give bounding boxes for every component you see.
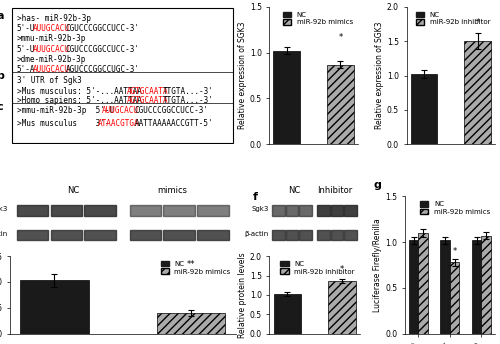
Y-axis label: Relative expression of SGK3: Relative expression of SGK3: [375, 22, 384, 129]
Text: 5'-U: 5'-U: [17, 45, 36, 54]
Bar: [274, 51, 300, 144]
Bar: [197, 230, 229, 240]
Y-axis label: Relative protein levels: Relative protein levels: [238, 252, 247, 338]
Text: >Homo sapiens: 5'-...AATTAA: >Homo sapiens: 5'-...AATTAA: [17, 96, 142, 105]
Bar: [50, 205, 82, 216]
Legend: NC, miR-92b mimics: NC, miR-92b mimics: [282, 10, 354, 26]
Legend: NC, miR-92b inhibitor: NC, miR-92b inhibitor: [279, 260, 356, 276]
Text: AUUGCACU: AUUGCACU: [33, 24, 70, 33]
Bar: [286, 230, 298, 240]
Bar: [410, 74, 438, 144]
Text: CGUCCCGGCCUCC-3': CGUCCCGGCCUCC-3': [134, 106, 208, 116]
Bar: [274, 294, 301, 334]
Y-axis label: Relative expression of SGK3: Relative expression of SGK3: [238, 22, 247, 129]
Text: *: *: [452, 247, 456, 256]
Text: AGUCCCGGCCUGC-3': AGUCCCGGCCUGC-3': [66, 65, 140, 74]
Text: >Mus musculus    3'-: >Mus musculus 3'-: [17, 119, 110, 128]
Bar: [331, 230, 344, 240]
Bar: [450, 262, 460, 334]
Text: AUUGCACU: AUUGCACU: [102, 106, 139, 116]
Bar: [130, 230, 161, 240]
Legend: NC, miR-92b mimics: NC, miR-92b mimics: [159, 260, 232, 276]
Text: *: *: [476, 19, 480, 28]
Text: Sgk3: Sgk3: [251, 206, 268, 213]
Bar: [472, 240, 482, 334]
Bar: [440, 240, 450, 334]
Bar: [344, 205, 357, 216]
Bar: [272, 230, 285, 240]
Bar: [317, 230, 330, 240]
Text: *: *: [340, 265, 344, 273]
Text: β-actin: β-actin: [0, 231, 8, 237]
Text: 5'-U: 5'-U: [17, 24, 36, 33]
Text: TTGTA...-3': TTGTA...-3': [163, 87, 214, 96]
Bar: [299, 205, 312, 216]
Bar: [409, 240, 418, 334]
Bar: [164, 230, 195, 240]
Text: 3' UTR of Sgk3: 3' UTR of Sgk3: [17, 76, 82, 85]
Text: ATAACGTGA: ATAACGTGA: [98, 119, 140, 128]
Text: **: **: [187, 260, 196, 269]
Bar: [331, 205, 344, 216]
Text: 5'-A: 5'-A: [17, 65, 36, 74]
Legend: NC, miR-92b inhibitor: NC, miR-92b inhibitor: [414, 10, 492, 26]
Text: >has- miR-92b-3p: >has- miR-92b-3p: [17, 14, 91, 23]
Bar: [344, 230, 357, 240]
Text: >mmu-miR-92b-3p: >mmu-miR-92b-3p: [17, 34, 86, 43]
Text: β-actin: β-actin: [244, 231, 268, 237]
Text: Sgk3: Sgk3: [0, 206, 8, 213]
Bar: [327, 65, 354, 144]
Text: b: b: [0, 72, 4, 82]
Text: >Mus musculus: 5'-...AATTAA: >Mus musculus: 5'-...AATTAA: [17, 87, 142, 96]
Text: mimics: mimics: [158, 186, 188, 195]
Text: >dme-miR-92b-3p: >dme-miR-92b-3p: [17, 55, 86, 64]
Bar: [84, 205, 116, 216]
Bar: [130, 205, 161, 216]
Bar: [317, 205, 330, 216]
Text: AGTGCAATA: AGTGCAATA: [126, 96, 168, 105]
Bar: [20, 280, 88, 334]
Bar: [84, 230, 116, 240]
Text: TTGTA...-3': TTGTA...-3': [163, 96, 214, 105]
Text: Inhibitor: Inhibitor: [317, 186, 352, 195]
Bar: [197, 205, 229, 216]
Text: AUUGCACU: AUUGCACU: [33, 65, 70, 74]
Bar: [328, 281, 355, 334]
Text: a: a: [0, 11, 4, 21]
Bar: [299, 230, 312, 240]
Bar: [482, 236, 491, 334]
Bar: [17, 230, 48, 240]
Text: c: c: [0, 102, 3, 112]
Bar: [286, 205, 298, 216]
Bar: [50, 230, 82, 240]
Text: NC: NC: [67, 186, 80, 195]
Text: f: f: [253, 193, 258, 203]
Text: g: g: [373, 180, 381, 190]
Text: AGTGCAATA: AGTGCAATA: [126, 87, 168, 96]
Bar: [272, 205, 285, 216]
Bar: [418, 233, 428, 334]
Text: *: *: [338, 33, 342, 42]
Bar: [17, 205, 48, 216]
Text: AATTAAAAACCGTT-5': AATTAAAAACCGTT-5': [134, 119, 213, 128]
Bar: [464, 41, 491, 144]
Y-axis label: Luciferase Firefly/Renilla: Luciferase Firefly/Renilla: [373, 218, 382, 312]
Text: CGUCCCGGCCUCC-3': CGUCCCGGCCUCC-3': [66, 24, 140, 33]
Text: NC: NC: [288, 186, 301, 195]
Text: CGUCCCGGCCUCC-3': CGUCCCGGCCUCC-3': [66, 45, 140, 54]
Text: AUUGCACU: AUUGCACU: [33, 45, 70, 54]
Legend: NC, miR-92b mimics: NC, miR-92b mimics: [418, 200, 492, 216]
Text: >mmu-miR-92b-3p  5'-U: >mmu-miR-92b-3p 5'-U: [17, 106, 114, 116]
Bar: [157, 313, 226, 334]
Bar: [164, 205, 195, 216]
